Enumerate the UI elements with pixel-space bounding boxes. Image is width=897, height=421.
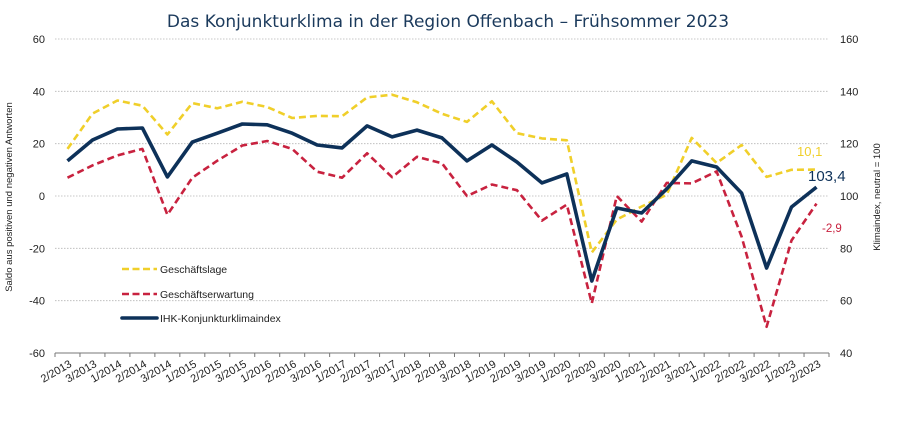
y-tick-label: 60 (33, 34, 45, 46)
series-group (66, 93, 818, 329)
y2-axis-label: Klimaindex, neutral = 100 (872, 143, 883, 250)
y-tick-label: -20 (29, 243, 45, 255)
legend-label: IHK-Konjunkturklimaindex (160, 313, 282, 325)
y-tick-label: -40 (29, 296, 45, 308)
legend-label: Geschäftserwartung (160, 289, 254, 301)
y2-tick-label: 100 (840, 191, 858, 203)
end-value-label: -2,9 (822, 223, 842, 235)
chart-title: Das Konjunkturklima in der Region Offenb… (167, 12, 729, 32)
y2-tick-label: 140 (840, 86, 858, 98)
legend-label: Geschäftslage (160, 264, 227, 276)
y2-tick-label: 60 (840, 296, 852, 308)
end-value-label: 10,1 (797, 144, 822, 159)
gridlines (55, 38, 829, 302)
y2-tick-label: 40 (840, 348, 852, 360)
y2-tick-label: 80 (840, 243, 852, 255)
y-axis-label: Saldo aus positiven und negativen Antwor… (4, 102, 15, 292)
series-line-ihk-konjunkturklimaindex (66, 122, 818, 283)
end-labels: 10,1 103,4 -2,9 (797, 144, 846, 235)
legend: Geschäftslage Geschäftserwartung IHK-Konju… (120, 264, 282, 325)
y2-tick-label: 120 (840, 139, 858, 151)
y-axis-right: 160 140 120 100 80 60 40 (840, 34, 858, 360)
y-tick-label: -60 (29, 348, 45, 360)
series-line-gesch-ftslage (66, 93, 817, 254)
y2-tick-label: 160 (840, 34, 858, 46)
y-tick-label: 40 (33, 86, 45, 98)
x-axis: 2/20133/20131/20142/20143/20141/20152/20… (39, 352, 830, 385)
y-tick-label: 0 (39, 191, 45, 203)
end-value-label: 103,4 (808, 168, 846, 185)
y-tick-label: 20 (33, 139, 45, 151)
y-axis-left: 60 40 20 0 -20 -40 -60 (29, 34, 45, 360)
